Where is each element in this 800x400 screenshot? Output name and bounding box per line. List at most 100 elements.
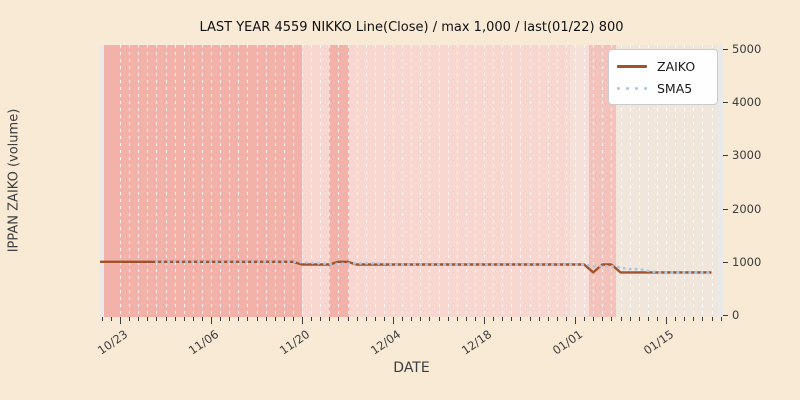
gridline xyxy=(220,45,222,317)
x-minor-tick xyxy=(538,317,540,321)
x-tick-label: 01/15 xyxy=(640,327,677,358)
x-minor-tick xyxy=(274,317,276,321)
gridline xyxy=(247,45,249,317)
gridline xyxy=(383,45,385,317)
x-minor-tick xyxy=(720,317,722,321)
y-tick-label: 4000 xyxy=(732,95,762,110)
gridline xyxy=(666,45,667,317)
x-minor-tick xyxy=(565,317,567,321)
y-tick-mark xyxy=(723,315,728,316)
y-tick-label: 1000 xyxy=(732,254,762,269)
x-tick-label: 11/06 xyxy=(185,327,222,358)
x-minor-tick xyxy=(356,317,358,321)
x-minor-tick xyxy=(602,317,604,321)
x-minor-tick xyxy=(420,317,422,321)
gridline xyxy=(629,45,631,317)
x-minor-tick xyxy=(183,317,185,321)
gridline xyxy=(147,45,149,317)
x-minor-tick xyxy=(265,317,267,321)
x-minor-tick xyxy=(238,317,240,321)
gridline xyxy=(120,45,121,317)
x-minor-tick xyxy=(629,317,631,321)
legend-item-sma5: SMA5 xyxy=(617,79,709,97)
gridline xyxy=(211,45,212,317)
chart-title: LAST YEAR 4559 NIKKO Line(Close) / max 1… xyxy=(199,20,624,35)
x-minor-tick xyxy=(647,317,649,321)
x-minor-tick xyxy=(374,317,376,321)
y-tick-mark xyxy=(723,102,728,104)
x-minor-tick xyxy=(101,317,103,321)
x-minor-tick xyxy=(283,317,285,321)
y-tick-label: 3000 xyxy=(732,148,762,163)
x-minor-tick xyxy=(402,317,404,321)
gridline xyxy=(347,45,349,317)
x-major-tick xyxy=(302,317,303,324)
x-minor-tick xyxy=(620,317,622,321)
gridline xyxy=(438,45,440,317)
gridline xyxy=(365,45,367,317)
x-minor-tick xyxy=(156,317,158,321)
gridline xyxy=(356,45,358,317)
y-axis-label: IPPAN ZAIKO (volume) xyxy=(6,108,22,253)
gridline xyxy=(201,45,203,317)
y-tick-label: 2000 xyxy=(732,201,762,216)
x-minor-tick xyxy=(138,317,140,321)
gridline xyxy=(693,45,695,317)
gridline xyxy=(429,45,431,317)
gridline xyxy=(565,45,567,317)
zaiko-line-swatch xyxy=(617,64,647,68)
x-major-tick xyxy=(575,317,576,324)
gridline xyxy=(593,45,595,317)
x-minor-tick xyxy=(311,317,313,321)
line-series-canvas xyxy=(100,260,713,274)
x-minor-tick xyxy=(493,317,495,321)
gridline xyxy=(484,45,485,317)
x-minor-tick xyxy=(656,317,658,321)
gridline xyxy=(165,45,167,317)
gridline xyxy=(675,45,677,317)
gridline xyxy=(129,45,131,317)
y-tick-mark xyxy=(723,261,728,263)
x-minor-tick xyxy=(456,317,458,321)
gridline xyxy=(420,45,422,317)
x-tick-label: 11/20 xyxy=(276,327,313,358)
x-minor-tick xyxy=(438,317,440,321)
day-band xyxy=(570,45,589,317)
x-minor-tick xyxy=(347,317,349,321)
legend: ZAIKO SMA5 xyxy=(608,49,718,105)
legend-label-sma5: SMA5 xyxy=(657,80,693,96)
x-minor-tick xyxy=(638,317,640,321)
gridline xyxy=(638,45,640,317)
x-minor-tick xyxy=(520,317,522,321)
x-minor-tick xyxy=(220,317,222,321)
sma5-dots-swatch xyxy=(617,86,647,90)
gridline xyxy=(456,45,458,317)
gridline xyxy=(702,45,704,317)
gridline xyxy=(320,45,322,317)
x-minor-tick xyxy=(584,317,586,321)
gridline xyxy=(502,45,504,317)
gridline xyxy=(538,45,540,317)
gridline xyxy=(302,45,303,317)
sma5-dotted-line xyxy=(155,260,713,274)
x-minor-tick xyxy=(529,317,531,321)
gridline xyxy=(274,45,276,317)
day-band xyxy=(349,45,571,317)
x-minor-tick xyxy=(556,317,558,321)
x-minor-tick xyxy=(229,317,231,321)
day-band xyxy=(302,45,330,317)
x-major-tick xyxy=(120,317,121,324)
x-minor-tick xyxy=(192,317,194,321)
gridline xyxy=(411,45,413,317)
x-minor-tick xyxy=(320,317,322,321)
gridline xyxy=(265,45,267,317)
x-minor-tick xyxy=(702,317,704,321)
x-minor-tick xyxy=(547,317,549,321)
gridline xyxy=(620,45,622,317)
gridline xyxy=(584,45,586,317)
gridline xyxy=(575,45,576,317)
x-minor-tick xyxy=(593,317,595,321)
gridline xyxy=(174,45,176,317)
x-tick-label: 10/23 xyxy=(94,327,131,358)
